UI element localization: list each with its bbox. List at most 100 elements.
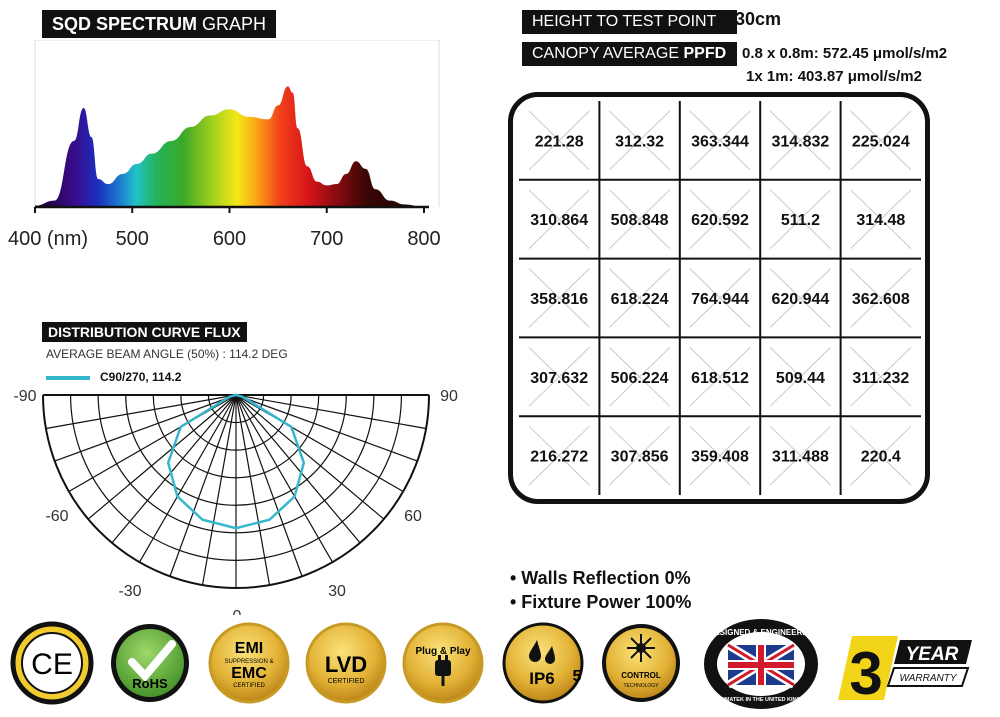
ppfd-cell-value: 225.024 — [852, 133, 910, 150]
cell-diagonal — [769, 268, 831, 328]
height-label: HEIGHT TO TEST POINT — [522, 10, 737, 34]
control-small-text: TECHNOLOGY — [623, 683, 659, 689]
ppfd-cell: 506.224 — [609, 347, 671, 407]
ppfd-cell: 221.28 — [528, 110, 590, 171]
cell-diagonal — [609, 347, 671, 407]
cell-diagonal — [850, 425, 912, 486]
ppfd-cell-value: 362.608 — [852, 291, 910, 308]
ppfd-cell: 618.512 — [689, 347, 751, 407]
canopy-average-line-2: 1x 1m: 403.87 μmol/s/m2 — [746, 68, 922, 85]
note-fixture-power: • Fixture Power 100% — [510, 592, 692, 612]
polar-spoke — [201, 394, 237, 586]
spectrum-tick-label: 700 — [310, 228, 343, 250]
ppfd-grid: 221.28 312.32 363.344 314.832 225.024 310.864… — [508, 92, 930, 504]
legend-label: C90/270, 114.2 — [100, 370, 182, 384]
spectrum-tick-label: 400 (nm) — [8, 228, 88, 250]
ppfd-cell-value: 314.48 — [856, 212, 905, 229]
ppfd-cell-value: 307.856 — [611, 449, 669, 466]
ppfd-cell-value: 508.848 — [611, 212, 669, 229]
ppfd-cell-value: 506.224 — [611, 370, 669, 387]
ppfd-cell-value: 359.408 — [691, 449, 749, 466]
ppfd-cell: 311.488 — [769, 425, 831, 486]
ppfd-cell: 310.864 — [528, 189, 590, 249]
beam-angle-text: AVERAGE BEAM ANGLE (50%) : 114.2 DEG — [46, 347, 288, 361]
polar-spoke — [235, 394, 271, 586]
cell-diagonal — [528, 110, 590, 171]
warranty-badge: 3 YEAR WARRANTY — [838, 636, 972, 707]
ppfd-cell-value: 311.488 — [772, 449, 829, 466]
ppfd-cell: 508.848 — [609, 189, 671, 249]
ppfd-cell-value: 511.2 — [781, 212, 820, 229]
lvd-text: LVD — [325, 652, 367, 677]
polar-spoke — [235, 394, 385, 520]
ppfd-cell-value: 307.632 — [530, 370, 588, 387]
ppfd-cell: 307.856 — [609, 425, 671, 486]
plug-play-text: Plug & Play — [415, 646, 470, 657]
canopy-label: CANOPY AVERAGE PPFD — [522, 42, 737, 66]
uk-design-badge: DESIGNED & ENGINEERED BY LUMATEK IN THE … — [704, 619, 818, 709]
ip-text: IP6 — [529, 669, 555, 688]
distribution-polar-chart: -90 90 -60 60 -30 30 0 — [13, 388, 458, 615]
polar-spoke — [235, 394, 427, 430]
uk-bottom-text: BY LUMATEK IN THE UNITED KINGDOM — [708, 697, 814, 703]
cell-diagonal — [850, 347, 912, 407]
ppfd-cell: 363.344 — [689, 110, 751, 171]
rohs-badge: RoHS — [111, 624, 189, 702]
checkmark-icon — [128, 640, 176, 683]
ppfd-cell: 509.44 — [769, 347, 831, 407]
ppfd-cell: 618.224 — [609, 268, 671, 328]
cell-diagonal — [850, 110, 912, 171]
lvd-small-text: CERTIFIED — [328, 678, 365, 685]
ppfd-cell: 358.816 — [528, 268, 590, 328]
canopy-average-line-1: 0.8 x 0.8m: 572.45 μmol/s/m2 — [742, 45, 948, 62]
plug-and-play-badge: Plug & Play — [402, 622, 484, 704]
emi-text: EMI — [235, 640, 263, 657]
polar-angle-label: 90 — [440, 388, 458, 405]
cell-diagonal — [689, 268, 751, 328]
legend-swatch — [46, 376, 90, 380]
polar-spoke — [169, 394, 237, 577]
ppfd-cell-value: 312.32 — [615, 133, 664, 150]
control-text: CONTROL — [621, 671, 661, 680]
ppfd-cell: 359.408 — [689, 425, 751, 486]
ppfd-cell-value: 363.344 — [691, 133, 749, 150]
cell-diagonal — [769, 425, 831, 486]
canopy-label-bold: PPFD — [683, 45, 727, 62]
emi-emc-badge: EMI SUPPRESSION & EMC CERTIFIED — [208, 622, 290, 704]
spectrum-curve-area — [35, 86, 424, 207]
cell-diagonal — [528, 347, 590, 407]
height-value: 30cm — [735, 9, 782, 29]
water-drop-icon — [529, 640, 555, 664]
polar-spoke — [54, 394, 237, 462]
ppfd-cell: 307.632 — [528, 347, 590, 407]
ppfd-cell-value: 618.224 — [611, 291, 669, 308]
ce-badge: CE — [10, 621, 94, 705]
cell-diagonal — [609, 189, 671, 249]
ip-digit-text: 5 — [573, 668, 582, 685]
ppfd-cell: 362.608 — [850, 268, 912, 328]
ppfd-cell-value: 509.44 — [776, 370, 825, 387]
cell-diagonal — [689, 347, 751, 407]
uk-flag-icon — [725, 641, 797, 689]
control-technology-badge: CONTROL TECHNOLOGY — [602, 624, 680, 702]
ppfd-cell: 225.024 — [850, 110, 912, 171]
note-walls-reflection: • Walls Reflection 0% — [510, 568, 691, 588]
polar-spoke — [45, 394, 237, 430]
polar-angle-label: -90 — [13, 388, 36, 405]
polar-spoke — [235, 394, 361, 544]
ppfd-cell: 216.272 — [528, 425, 590, 486]
network-icon — [627, 634, 655, 662]
polar-spoke — [235, 394, 418, 462]
test-notes: • Walls Reflection 0% • Fixture Power 10… — [510, 566, 691, 614]
ppfd-cell-value: 216.272 — [530, 449, 588, 466]
spectrum-frame — [34, 40, 440, 207]
polar-spoke — [235, 394, 334, 563]
spectrum-title-bold: SQD SPECTRUM — [52, 14, 198, 34]
warranty-number: 3 — [849, 640, 882, 707]
ppfd-cell: 311.232 — [850, 347, 912, 407]
emc-small-text: CERTIFIED — [233, 683, 265, 689]
ce-mark-text: CE — [31, 648, 73, 681]
ppfd-cell-value: 311.232 — [852, 370, 909, 387]
canopy-label-light: CANOPY AVERAGE — [532, 45, 680, 62]
spectrum-tick-label: 600 — [213, 228, 246, 250]
